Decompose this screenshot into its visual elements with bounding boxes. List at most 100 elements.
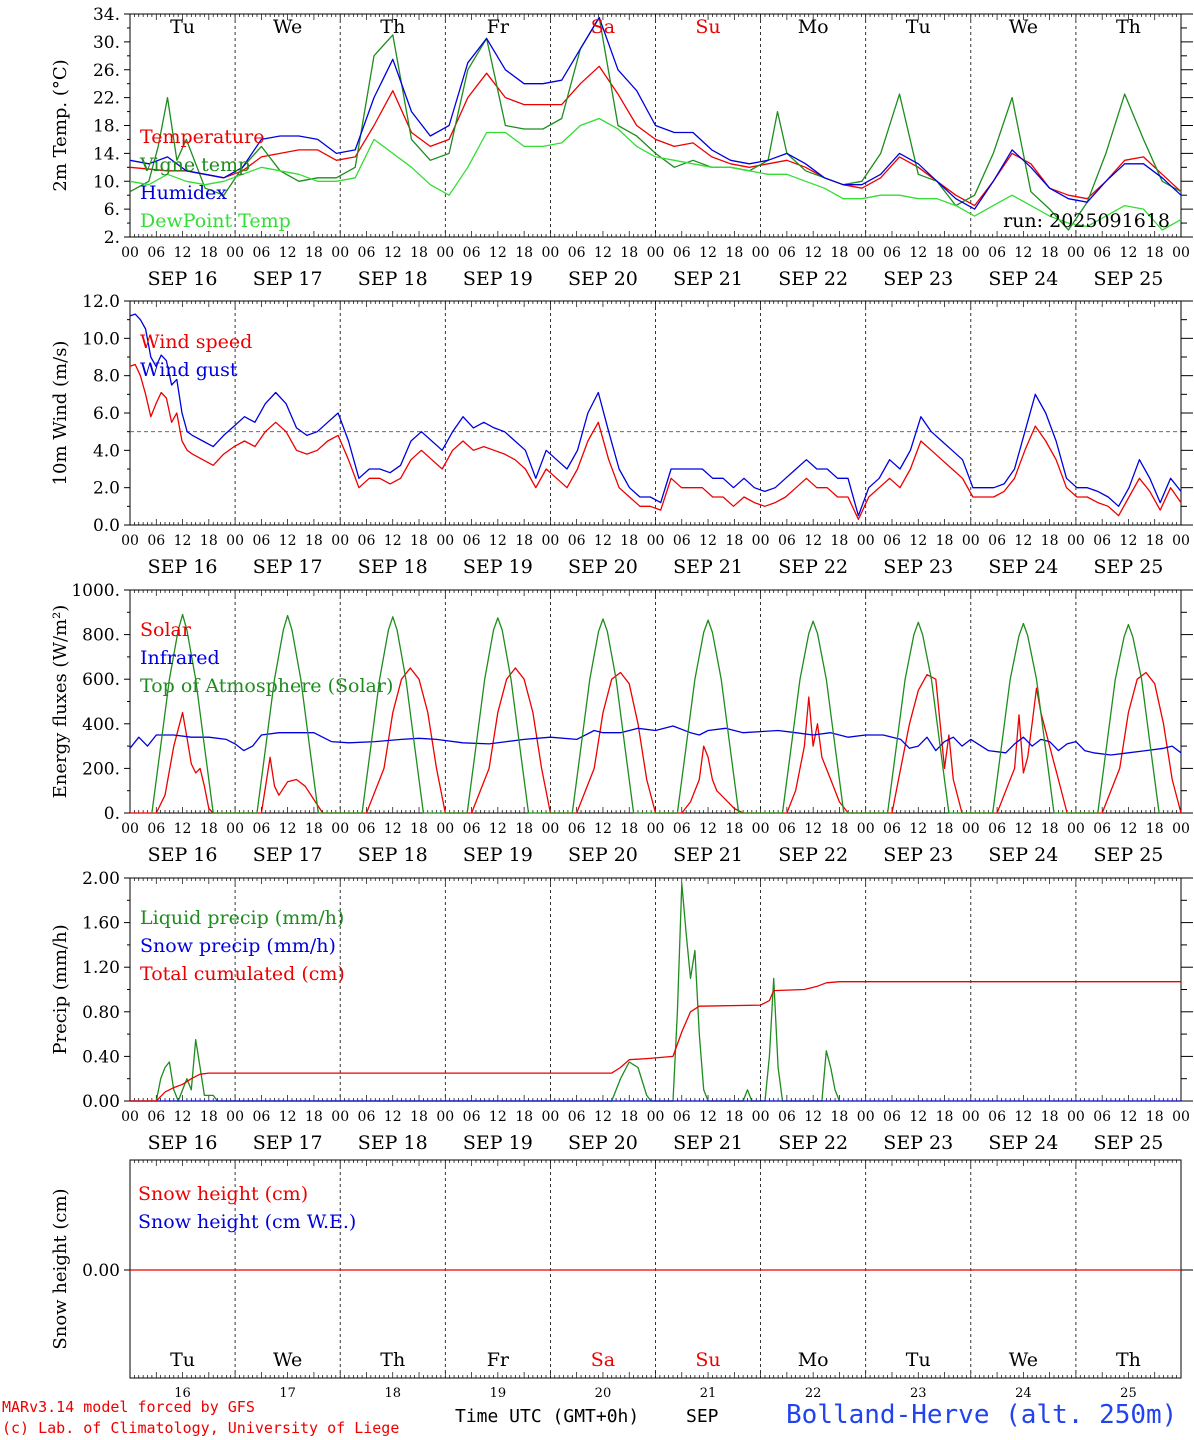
hour-tick-label: 00 xyxy=(226,533,244,549)
y-tick-label: 400. xyxy=(82,715,120,735)
hour-tick-label: 18 xyxy=(1146,245,1164,261)
day-label: SEP 22 xyxy=(778,556,848,578)
run-label: run: 2025091618 xyxy=(1003,210,1170,232)
hour-tick-label: 00 xyxy=(857,821,875,837)
day-label: SEP 21 xyxy=(673,844,743,866)
y-tick-label: 200. xyxy=(82,759,120,779)
hour-tick-label: 06 xyxy=(568,1109,586,1125)
hour-tick-label: 12 xyxy=(699,821,717,837)
hour-tick-label: 06 xyxy=(1093,245,1111,261)
hour-tick-label: 00 xyxy=(226,1109,244,1125)
hour-tick-label: 18 xyxy=(831,533,849,549)
hour-tick-label: 12 xyxy=(804,821,822,837)
hour-tick-label: 00 xyxy=(962,1109,980,1125)
legend-entry: Humidex xyxy=(140,182,227,204)
hour-tick-label: 18 xyxy=(410,533,428,549)
hour-tick-label: 18 xyxy=(1146,533,1164,549)
hour-tick-label: 06 xyxy=(988,533,1006,549)
day-label: SEP 16 xyxy=(148,556,218,578)
y-tick-label: 30. xyxy=(93,33,120,53)
series-line-solar xyxy=(130,667,1182,814)
hour-tick-label: 18 xyxy=(620,821,638,837)
weekday-label: Fr xyxy=(487,1349,510,1371)
hour-tick-label: 00 xyxy=(857,533,875,549)
weekday-label: We xyxy=(1009,16,1038,38)
hour-tick-label: 12 xyxy=(174,245,192,261)
hour-tick-label: 06 xyxy=(358,1109,376,1125)
y-axis-label: 10m Wind (m/s) xyxy=(50,341,71,486)
hour-tick-label: 18 xyxy=(620,533,638,549)
hour-tick-label: 12 xyxy=(699,1109,717,1125)
legend-entry: Liquid precip (mm/h) xyxy=(140,907,344,929)
hour-tick-label: 12 xyxy=(279,245,297,261)
y-tick-label: 600. xyxy=(82,670,120,690)
hour-tick-label: 12 xyxy=(384,1109,402,1125)
legend-entry: Vigne temp xyxy=(139,154,250,176)
series-line-humidex xyxy=(129,16,1182,210)
day-label: SEP 17 xyxy=(253,268,323,290)
hour-tick-label: 06 xyxy=(778,1109,796,1125)
hour-tick-label: 06 xyxy=(883,1109,901,1125)
model-credit-line2: (c) Lab. of Climatology, University of L… xyxy=(2,1419,400,1437)
hour-tick-label: 06 xyxy=(568,821,586,837)
y-tick-label: 2. xyxy=(104,228,120,248)
legend-entry: Snow height (cm) xyxy=(138,1183,308,1205)
hour-tick-label: 18 xyxy=(831,821,849,837)
legend-entry: Top of Atmosphere (Solar) xyxy=(140,675,393,697)
hour-tick-label: 00 xyxy=(331,245,349,261)
day-label: SEP 22 xyxy=(778,268,848,290)
series-line-vigne-temp xyxy=(129,16,1182,231)
weekday-label: Su xyxy=(695,16,720,38)
day-number-label: 16 xyxy=(174,1386,191,1400)
y-tick-label: 26. xyxy=(93,61,120,81)
day-number-label: 25 xyxy=(1120,1386,1137,1400)
day-label: SEP 18 xyxy=(358,844,428,866)
day-label: SEP 23 xyxy=(883,1132,953,1154)
y-tick-label: 6. xyxy=(104,200,120,220)
weekday-label: We xyxy=(273,16,302,38)
hour-tick-label: 00 xyxy=(647,533,665,549)
hour-tick-label: 18 xyxy=(725,245,743,261)
hour-tick-label: 06 xyxy=(673,533,691,549)
hour-tick-label: 06 xyxy=(147,533,165,549)
day-label: SEP 16 xyxy=(148,844,218,866)
y-tick-label: 1.60 xyxy=(82,914,120,934)
y-tick-label: 2.0 xyxy=(93,479,120,499)
day-label: SEP 20 xyxy=(568,556,638,578)
legend-entry: Temperature xyxy=(140,126,264,148)
plot-frame xyxy=(129,300,1182,526)
hour-tick-label: 00 xyxy=(962,533,980,549)
hour-tick-label: 00 xyxy=(1067,1109,1085,1125)
hour-tick-label: 00 xyxy=(121,1109,139,1125)
day-label: SEP 21 xyxy=(673,268,743,290)
day-label: SEP 25 xyxy=(1094,556,1164,578)
day-label: SEP 18 xyxy=(358,556,428,578)
weekday-label: Fr xyxy=(487,16,510,38)
day-label: SEP 17 xyxy=(253,844,323,866)
hour-tick-label: 00 xyxy=(1067,533,1085,549)
hour-tick-label: 06 xyxy=(883,821,901,837)
hour-tick-label: 00 xyxy=(436,821,454,837)
day-label: SEP 23 xyxy=(883,268,953,290)
day-label: SEP 23 xyxy=(883,844,953,866)
hour-tick-label: 00 xyxy=(1172,245,1190,261)
x-axis-month: SEP xyxy=(686,1406,719,1427)
day-label: SEP 24 xyxy=(988,844,1058,866)
hour-tick-label: 00 xyxy=(1067,821,1085,837)
day-label: SEP 17 xyxy=(253,556,323,578)
hour-tick-label: 18 xyxy=(725,821,743,837)
hour-tick-label: 12 xyxy=(1120,533,1138,549)
legend-entry: DewPoint Temp xyxy=(140,210,291,232)
day-number-label: 18 xyxy=(384,1386,401,1400)
hour-tick-label: 00 xyxy=(752,533,770,549)
hour-tick-label: 12 xyxy=(174,821,192,837)
hour-tick-label: 12 xyxy=(909,1109,927,1125)
hour-tick-label: 06 xyxy=(568,245,586,261)
day-label: SEP 25 xyxy=(1094,1132,1164,1154)
day-label: SEP 18 xyxy=(358,1132,428,1154)
hour-tick-label: 18 xyxy=(305,1109,323,1125)
day-number-label: 23 xyxy=(910,1386,927,1400)
panel-5 xyxy=(124,1159,1193,1379)
hour-tick-label: 18 xyxy=(936,245,954,261)
hour-tick-label: 18 xyxy=(936,1109,954,1125)
